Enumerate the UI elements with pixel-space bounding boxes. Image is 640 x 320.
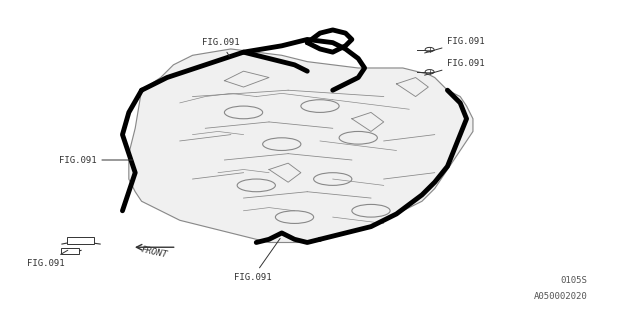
Text: 0105S: 0105S — [561, 276, 588, 285]
Text: FIG.091: FIG.091 — [424, 59, 485, 75]
Text: FIG.091: FIG.091 — [59, 156, 132, 164]
FancyBboxPatch shape — [61, 248, 79, 254]
Circle shape — [425, 47, 434, 52]
Circle shape — [425, 69, 434, 74]
Text: FIG.091: FIG.091 — [27, 250, 68, 268]
Text: FRONT: FRONT — [140, 245, 168, 260]
Text: FIG.091: FIG.091 — [234, 238, 280, 282]
Text: A050002020: A050002020 — [534, 292, 588, 301]
Polygon shape — [129, 49, 473, 243]
Text: FIG.091: FIG.091 — [202, 38, 240, 56]
FancyBboxPatch shape — [67, 237, 94, 244]
Text: FIG.091: FIG.091 — [424, 36, 485, 53]
